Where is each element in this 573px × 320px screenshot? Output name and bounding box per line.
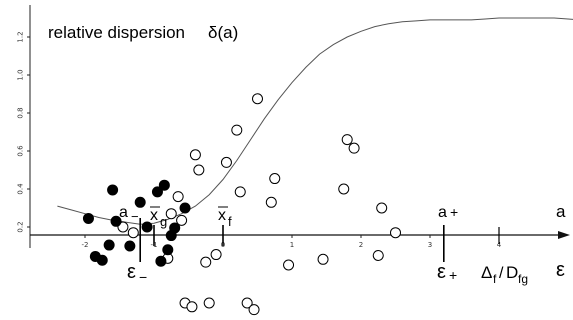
y-tick-label: 0.8: [17, 107, 25, 118]
open-point: [176, 214, 188, 226]
y-tick-label: 0.6: [17, 145, 25, 157]
open-point: [390, 227, 401, 239]
svg-text:f: f: [228, 214, 232, 229]
upper-axis-label: a: [556, 202, 566, 221]
filled-point: [162, 244, 174, 256]
open-point: [200, 256, 212, 268]
open-point: [127, 227, 139, 239]
label-x-bar-f: x f: [218, 206, 232, 229]
svg-text:ε: ε: [437, 261, 446, 283]
open-point: [193, 164, 205, 176]
filled-point: [110, 215, 122, 227]
filled-point: [179, 202, 191, 214]
filled-point: [134, 196, 146, 208]
filled-point: [165, 230, 177, 242]
open-point: [241, 297, 253, 309]
y-tick-label: 1.0: [17, 69, 25, 80]
open-point: [341, 134, 353, 146]
y-tick-label: 1.2: [17, 31, 25, 42]
open-point: [317, 253, 329, 265]
x-tick-label: 2: [359, 241, 363, 249]
open-point: [376, 202, 388, 214]
y-tick-label: 0.2: [17, 221, 25, 232]
svg-text:/: /: [499, 265, 504, 282]
y-tick-label: 0.4: [17, 183, 25, 195]
x-tick-label: 1: [290, 241, 294, 249]
svg-text:−: −: [131, 209, 139, 224]
svg-text:ε: ε: [127, 261, 136, 283]
filled-point: [124, 240, 136, 252]
open-point: [283, 259, 295, 271]
filled-point: [151, 186, 163, 198]
open-point: [372, 250, 384, 261]
svg-text:+: +: [449, 267, 457, 283]
open-point: [165, 208, 177, 220]
filled-point: [107, 184, 119, 196]
open-point: [265, 196, 277, 208]
open-point: [231, 124, 243, 136]
open-point: [338, 183, 350, 195]
svg-text:Δ: Δ: [481, 263, 492, 282]
svg-text:x: x: [218, 207, 226, 224]
open-point: [220, 156, 232, 168]
dispersion-curve: [57, 17, 573, 225]
open-point: [234, 186, 246, 198]
open-point: [252, 93, 263, 105]
open-point: [189, 149, 201, 161]
open-point: [203, 297, 215, 309]
label-delta-ratio: Δ f / D fg: [481, 263, 528, 286]
open-point: [348, 142, 360, 154]
open-point: [248, 304, 260, 316]
open-point: [172, 191, 184, 203]
lower-axis-label: ε: [556, 259, 565, 281]
svg-text:fg: fg: [518, 272, 528, 286]
svg-text:g: g: [160, 214, 167, 229]
x-ticks: -2-101234: [82, 235, 502, 249]
open-point: [269, 173, 281, 185]
filled-point: [141, 221, 153, 233]
x-tick-label: -2: [82, 241, 89, 249]
label-a-plus: a +: [438, 204, 458, 221]
label-eps-minus: ε −: [127, 261, 147, 285]
upper-axis-arrow-icon: [558, 231, 570, 239]
chart-title: relative dispersion: [48, 23, 185, 42]
label-a-minus: a −: [119, 204, 139, 224]
filled-point: [158, 179, 170, 191]
filled-point: [96, 254, 108, 266]
filled-point: [82, 212, 94, 224]
svg-text:+: +: [450, 204, 458, 220]
filled-points: [82, 179, 191, 267]
svg-text:−: −: [139, 269, 147, 285]
svg-text:f: f: [493, 272, 497, 286]
x-tick-label: 3: [428, 241, 432, 249]
filled-point: [103, 239, 115, 251]
open-points: [117, 93, 401, 316]
filled-point: [155, 255, 167, 267]
svg-text:D: D: [506, 263, 518, 282]
svg-text:a: a: [438, 204, 447, 221]
y-ticks: 0.2 0.4 0.6 0.8 1.0 1.2: [17, 31, 30, 233]
label-x-bar-g: x g: [150, 206, 167, 229]
svg-text:a: a: [119, 204, 128, 221]
open-point: [186, 301, 198, 313]
svg-text:x: x: [150, 207, 158, 224]
label-eps-plus: ε +: [437, 261, 457, 283]
x-tick-label: 4: [497, 241, 502, 249]
title-symbol: δ(a): [208, 23, 238, 42]
open-point: [210, 249, 222, 261]
